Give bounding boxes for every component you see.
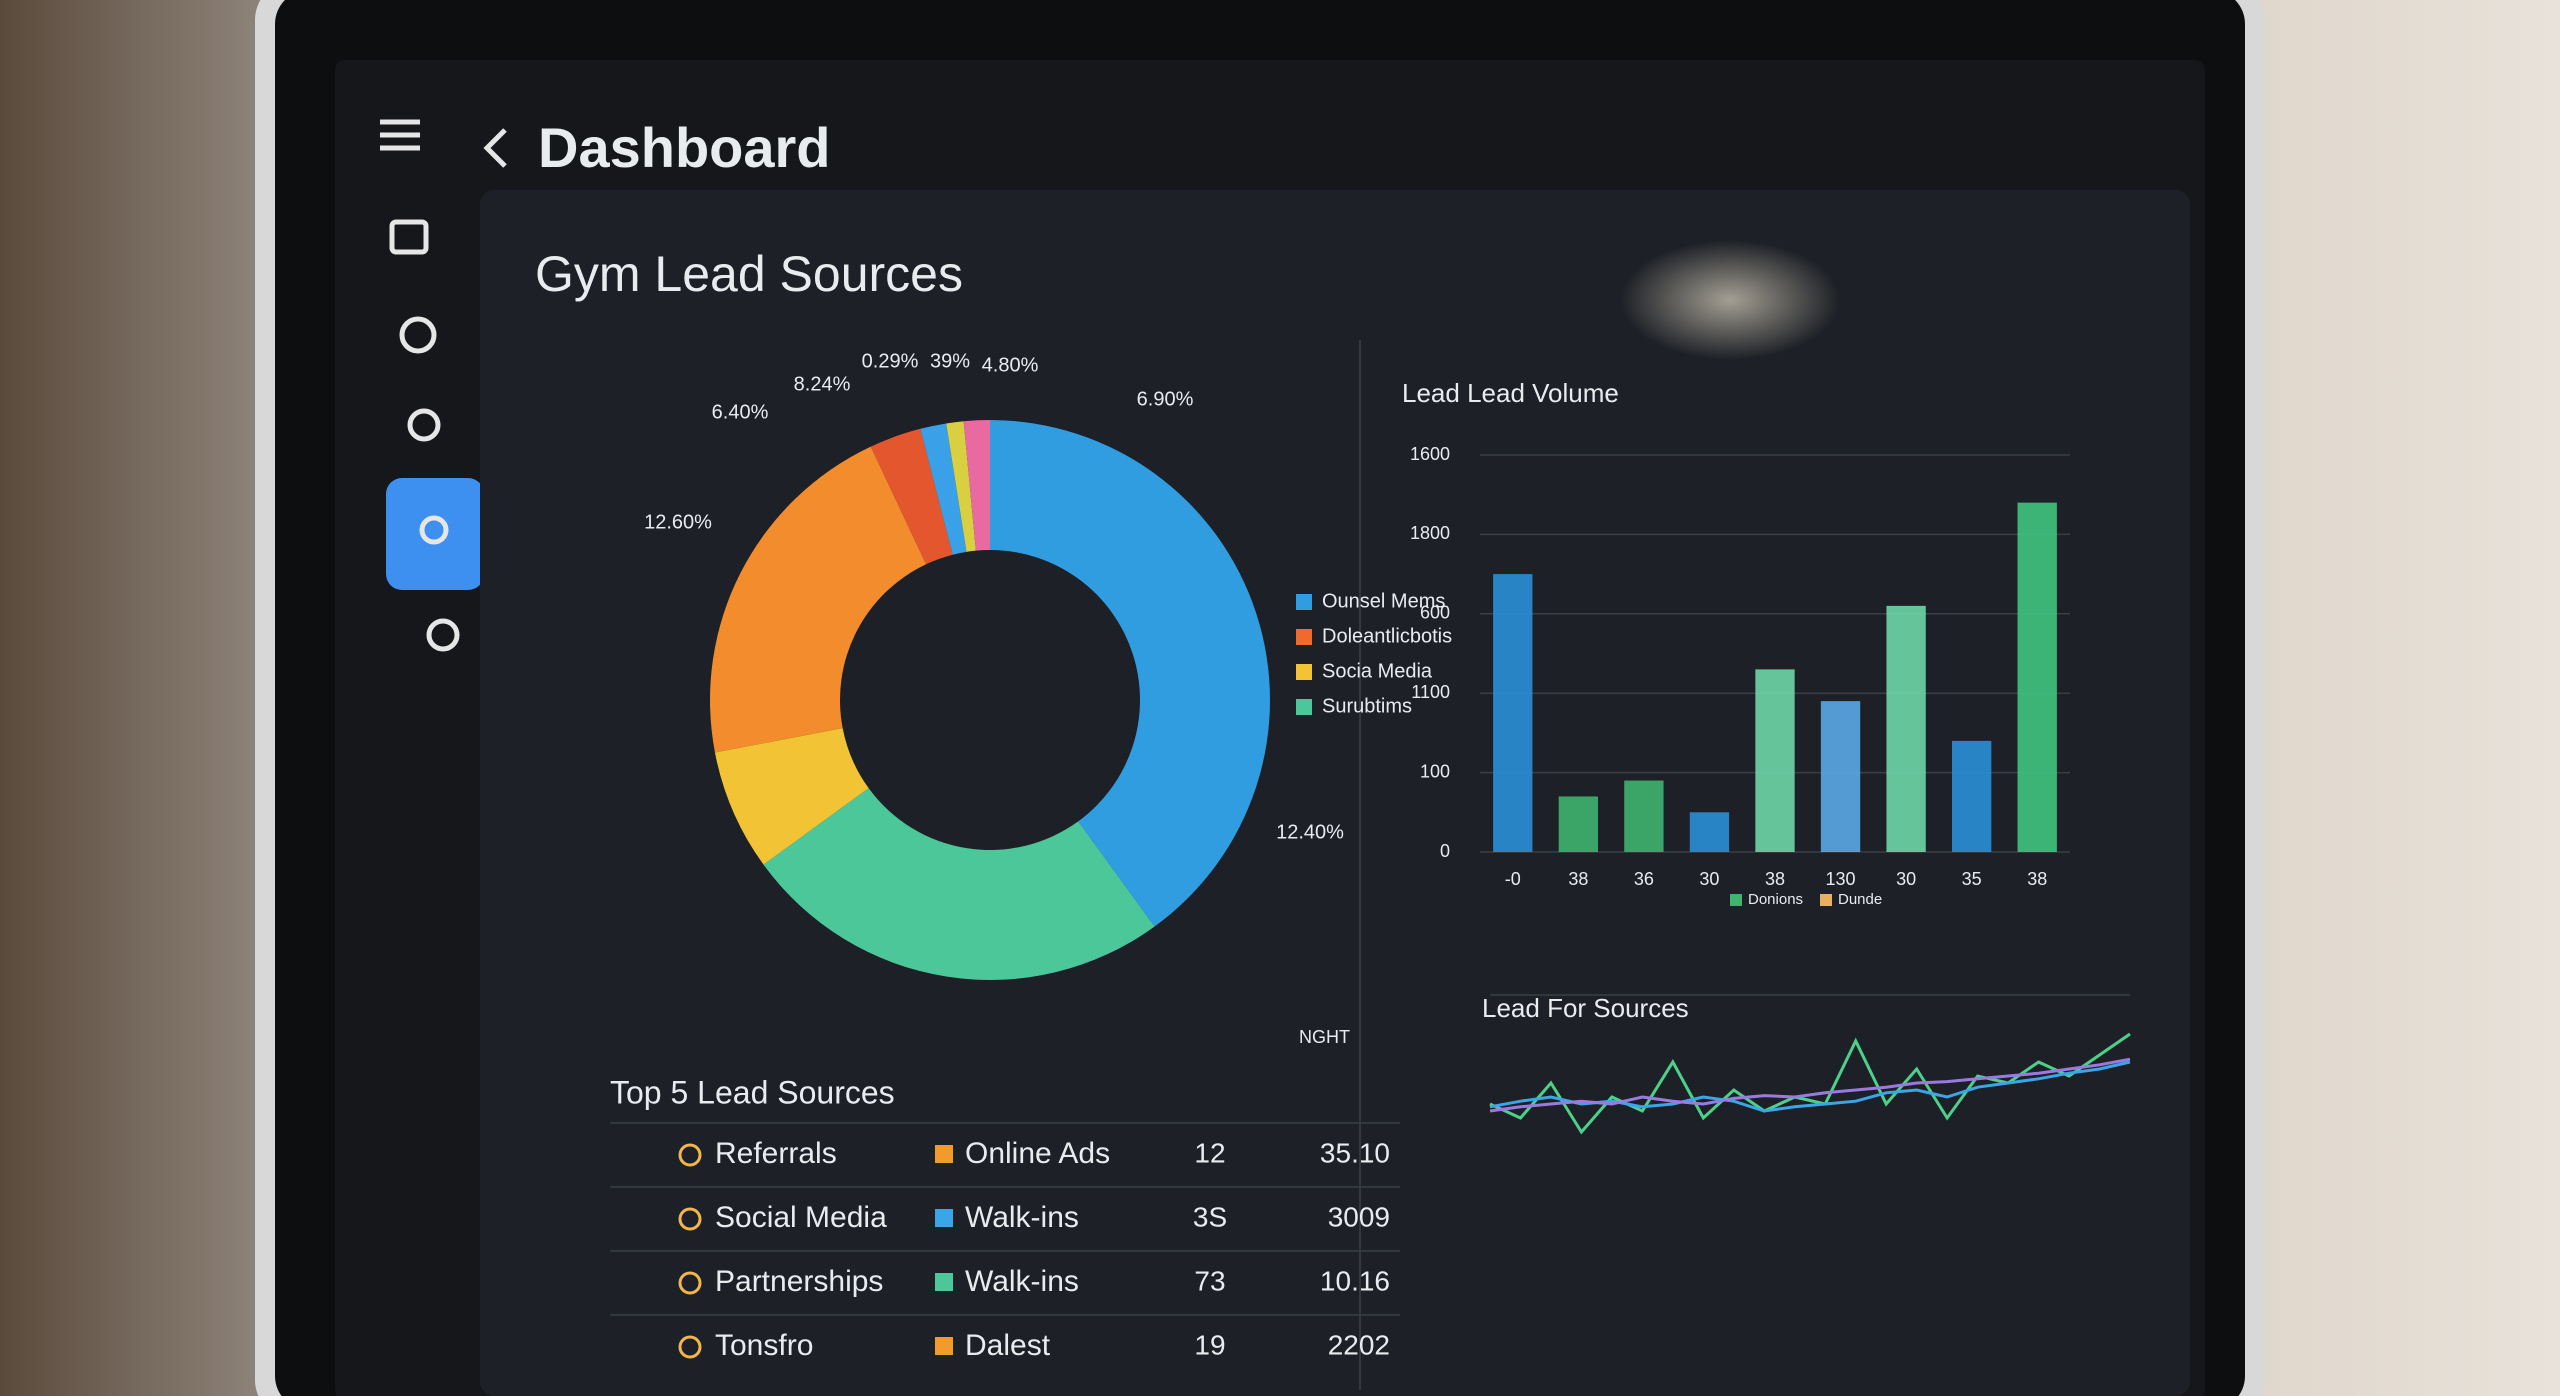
bar xyxy=(1689,812,1730,852)
donut-annotation: 6.90% xyxy=(1137,388,1194,410)
legend-swatch xyxy=(1296,699,1312,715)
legend-swatch xyxy=(1730,894,1742,906)
table-title: Top 5 Lead Sources xyxy=(610,1074,895,1110)
bar xyxy=(1820,701,1861,852)
bar xyxy=(1952,740,1992,852)
cell: Dalest xyxy=(965,1329,1051,1362)
line-series xyxy=(1489,1032,2131,1135)
donut-slice xyxy=(963,420,990,551)
bar xyxy=(1624,780,1664,852)
search-icon xyxy=(419,515,449,545)
donut-annotation: 6.40% xyxy=(712,401,769,423)
y-tick-label: 100 xyxy=(1420,761,1450,781)
cell: 2202 xyxy=(1328,1329,1390,1360)
cell: Referrals xyxy=(715,1137,837,1170)
legend-swatch xyxy=(1296,664,1312,680)
menu-icon[interactable] xyxy=(380,119,420,151)
x-tick-label: -0 xyxy=(1505,869,1521,889)
cell: 3009 xyxy=(1328,1201,1390,1232)
nav-icon[interactable] xyxy=(407,408,441,442)
legend-label: Donions xyxy=(1748,891,1803,908)
donut-slice xyxy=(990,420,1271,927)
donut-annotation: 4.80% xyxy=(982,354,1039,376)
bar xyxy=(2017,502,2057,852)
cell: Online Ads xyxy=(965,1137,1110,1170)
row-icon xyxy=(678,1207,702,1231)
donut-annotation: 12.60% xyxy=(644,511,712,533)
row-marker xyxy=(935,1209,953,1227)
donut-annotation: 0.29% xyxy=(862,350,919,372)
nav-icon[interactable] xyxy=(426,618,460,652)
row-icon xyxy=(678,1271,702,1295)
cell: Social Media xyxy=(715,1201,887,1234)
cell: 12 xyxy=(1194,1137,1225,1168)
x-tick-label: 130 xyxy=(1826,869,1856,889)
legend-label: Socia Media xyxy=(1322,660,1433,682)
x-tick-label: 36 xyxy=(1634,869,1654,889)
nav-icon[interactable] xyxy=(399,316,437,354)
donut-slice xyxy=(870,428,953,565)
x-tick-label: 30 xyxy=(1896,869,1916,889)
header-title: Dashboard xyxy=(538,116,831,179)
row-marker xyxy=(935,1145,953,1163)
legend-label: Doleantlicbotis xyxy=(1322,625,1452,647)
cell: 3S xyxy=(1193,1201,1227,1232)
nav-search-active[interactable] xyxy=(386,478,484,590)
legend-label: Dunde xyxy=(1838,891,1882,908)
row-marker xyxy=(935,1337,953,1355)
bar xyxy=(1755,669,1795,852)
x-tick-label: 38 xyxy=(2027,869,2047,889)
legend-swatch xyxy=(1296,594,1312,610)
table-header: NGHT xyxy=(1299,1027,1350,1047)
x-tick-label: 38 xyxy=(1765,869,1785,889)
cell: 10.16 xyxy=(1320,1265,1390,1296)
chart-title: Lead Lead Volume xyxy=(1402,378,1619,408)
y-tick-label: 1100 xyxy=(1411,682,1450,702)
row-marker xyxy=(935,1273,953,1291)
y-tick-label: 1600 xyxy=(1410,444,1450,464)
donut-slice xyxy=(946,421,976,552)
cell: Tonsfro xyxy=(715,1329,813,1362)
row-icon xyxy=(678,1335,702,1359)
donut-annotation: 8.24% xyxy=(794,373,851,395)
legend-label: Ounsel Mems xyxy=(1322,590,1445,612)
cell: 19 xyxy=(1194,1329,1225,1360)
cell: Walk-ins xyxy=(965,1265,1079,1298)
line-series xyxy=(1489,1057,2131,1113)
y-tick-label: 600 xyxy=(1420,603,1450,623)
bar xyxy=(1558,796,1598,852)
cell: 35.10 xyxy=(1320,1137,1390,1168)
reflection xyxy=(1620,240,1840,360)
donut-slice xyxy=(763,788,1155,980)
cell: Partnerships xyxy=(715,1265,883,1298)
donut-annotation: 39% xyxy=(930,350,970,372)
legend-swatch xyxy=(1820,894,1832,906)
x-tick-label: 38 xyxy=(1568,869,1588,889)
legend-label: Surubtims xyxy=(1322,695,1412,717)
y-tick-label: 1800 xyxy=(1410,523,1450,543)
back-button[interactable] xyxy=(483,128,507,168)
bar xyxy=(1886,605,1926,852)
chart-title: Lead For Sources xyxy=(1482,993,1689,1023)
cell: 73 xyxy=(1194,1265,1225,1296)
cell: Walk-ins xyxy=(965,1201,1079,1234)
nav-icon[interactable] xyxy=(389,219,429,255)
donut-slice xyxy=(710,446,927,753)
y-tick-label: 0 xyxy=(1440,841,1450,861)
donut-annotation: 12.40% xyxy=(1276,821,1344,843)
panel-title: Gym Lead Sources xyxy=(535,246,963,302)
row-icon xyxy=(678,1143,702,1167)
donut-slice xyxy=(920,423,967,555)
x-tick-label: 30 xyxy=(1699,869,1719,889)
donut-slice xyxy=(714,728,869,865)
sidebar xyxy=(380,119,531,1386)
x-tick-label: 35 xyxy=(1962,869,1982,889)
bar xyxy=(1493,574,1533,852)
legend-swatch xyxy=(1296,629,1312,645)
content: 0.29% 39% 4.80% 6.90% 8.24% 6.40% 12.60% 12.40%… xyxy=(610,350,2131,1362)
